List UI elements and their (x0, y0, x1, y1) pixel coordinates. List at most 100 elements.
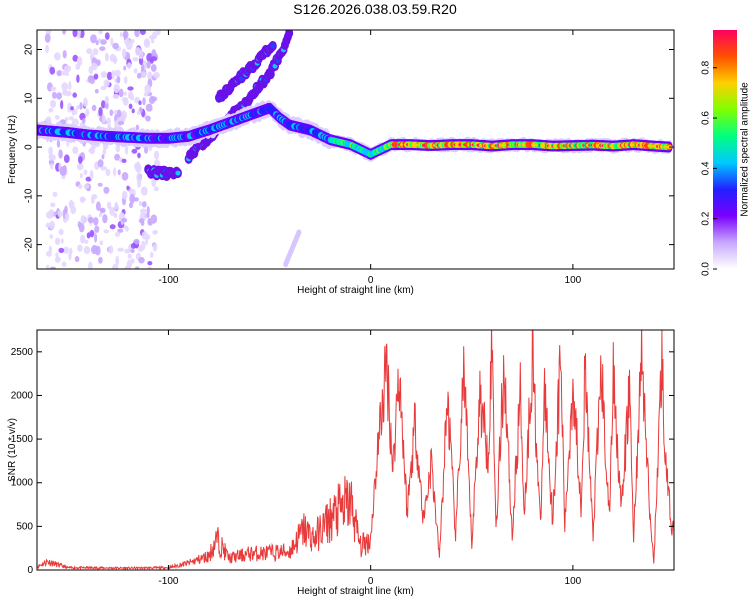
noise-blob (117, 228, 124, 233)
noise-blob (88, 261, 93, 269)
noise-blob (45, 116, 52, 125)
noise-blob (90, 34, 97, 44)
noise-blob (76, 162, 84, 171)
noise-blob (49, 99, 57, 108)
noise-blob (109, 206, 115, 216)
noise-blob (99, 212, 103, 218)
noise-blob (78, 156, 83, 164)
noise-blob (136, 110, 141, 116)
noise-blob (45, 222, 51, 228)
noise-blob (144, 84, 151, 95)
noise-blob (140, 71, 146, 78)
noise-blob (79, 173, 83, 179)
colorbar-tick-label: 0.0 (701, 262, 712, 276)
noise-blob (69, 247, 73, 255)
noise-blob (102, 114, 106, 124)
noise-blob (123, 30, 127, 41)
noise-blob (119, 31, 123, 38)
y-tick-label: 2000 (11, 390, 34, 401)
noise-blob (147, 261, 153, 266)
noise-blob (121, 158, 127, 163)
noise-blob (148, 35, 156, 40)
noise-blob (104, 32, 110, 40)
noise-blob (46, 251, 52, 257)
noise-blob (117, 120, 125, 126)
noise-blob (83, 97, 88, 108)
noise-blob (62, 50, 67, 59)
noise-blob (73, 109, 78, 115)
noise-blob (91, 104, 97, 112)
noise-blob (127, 253, 132, 259)
noise-blob (82, 117, 86, 124)
noise-blob (152, 243, 158, 252)
noise-blob (139, 30, 146, 35)
x-tick-label: -100 (158, 576, 178, 587)
noise-blob (64, 212, 70, 221)
noise-blob (64, 205, 68, 214)
noise-blob (106, 117, 111, 125)
noise-blob (67, 102, 72, 113)
noise-blob (94, 233, 98, 243)
y-axis-label-top: Frequency (Hz) (7, 115, 18, 184)
noise-blob (89, 230, 95, 238)
noise-blob (150, 64, 157, 72)
noise-blob (149, 251, 154, 258)
x-tick-label: 0 (368, 275, 374, 286)
noise-blob (140, 240, 146, 251)
noise-blob (146, 205, 150, 216)
noise-blob (56, 139, 61, 148)
noise-blob (57, 70, 62, 77)
y-tick-label: 2500 (11, 347, 34, 358)
noise-blob (125, 226, 129, 232)
noise-blob (110, 37, 114, 46)
noise-blob (138, 256, 145, 264)
noise-blob (148, 95, 156, 105)
noise-blob (131, 148, 138, 154)
noise-blob (57, 210, 63, 218)
noise-blob (130, 242, 137, 249)
noise-blob (100, 166, 107, 171)
bottom-plot-frame (36, 329, 675, 571)
noise-blob (50, 202, 56, 208)
noise-blob (109, 224, 116, 230)
noise-blob (130, 249, 135, 253)
noise-blob (64, 65, 72, 73)
noise-blob (147, 71, 153, 81)
noise-blob (77, 244, 83, 252)
noise-blob (144, 146, 148, 154)
noise-blob (85, 108, 90, 117)
noise-blob (146, 60, 151, 69)
y-tick-label: 1000 (11, 478, 34, 489)
noise-blob (58, 149, 63, 159)
noise-blob (98, 107, 103, 117)
noise-blob (54, 237, 61, 246)
noise-blob (83, 246, 91, 255)
chart-title: S126.2026.038.03.59.R20 (293, 1, 457, 17)
noise-blob (152, 229, 158, 235)
noise-blob (131, 108, 135, 114)
noise-blob (99, 208, 104, 213)
noise-blob (105, 168, 111, 177)
noise-blob (113, 83, 120, 94)
noise-blob (127, 62, 132, 69)
x-axis-label-top: Height of straight line (km) (297, 285, 414, 296)
noise-blob (97, 159, 104, 168)
noise-blob (128, 202, 134, 209)
noise-blob (49, 66, 56, 75)
noise-blob (114, 232, 121, 237)
noise-blob (98, 256, 103, 264)
y-axis-label-bottom: SNR (10 * v/v) (7, 418, 18, 482)
noise-blob (60, 70, 68, 76)
noise-blob (124, 76, 128, 84)
noise-blob (98, 30, 103, 35)
heatmap-cells (37, 30, 674, 269)
noise-blob (89, 170, 94, 180)
noise-blob (49, 220, 55, 230)
noise-blob (48, 146, 53, 156)
noise-blob (79, 102, 83, 110)
noise-blob (150, 56, 157, 61)
noise-blob (116, 75, 121, 84)
noise-blob (116, 109, 122, 118)
noise-blob (138, 100, 142, 106)
noise-blob (99, 240, 104, 246)
